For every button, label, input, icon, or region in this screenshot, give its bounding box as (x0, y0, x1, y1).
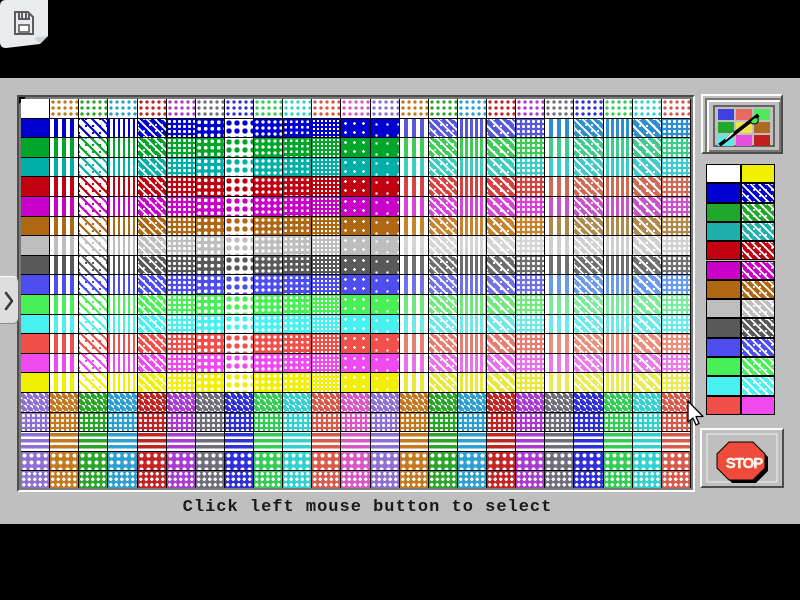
svg-text:STOP: STOP (726, 455, 764, 472)
